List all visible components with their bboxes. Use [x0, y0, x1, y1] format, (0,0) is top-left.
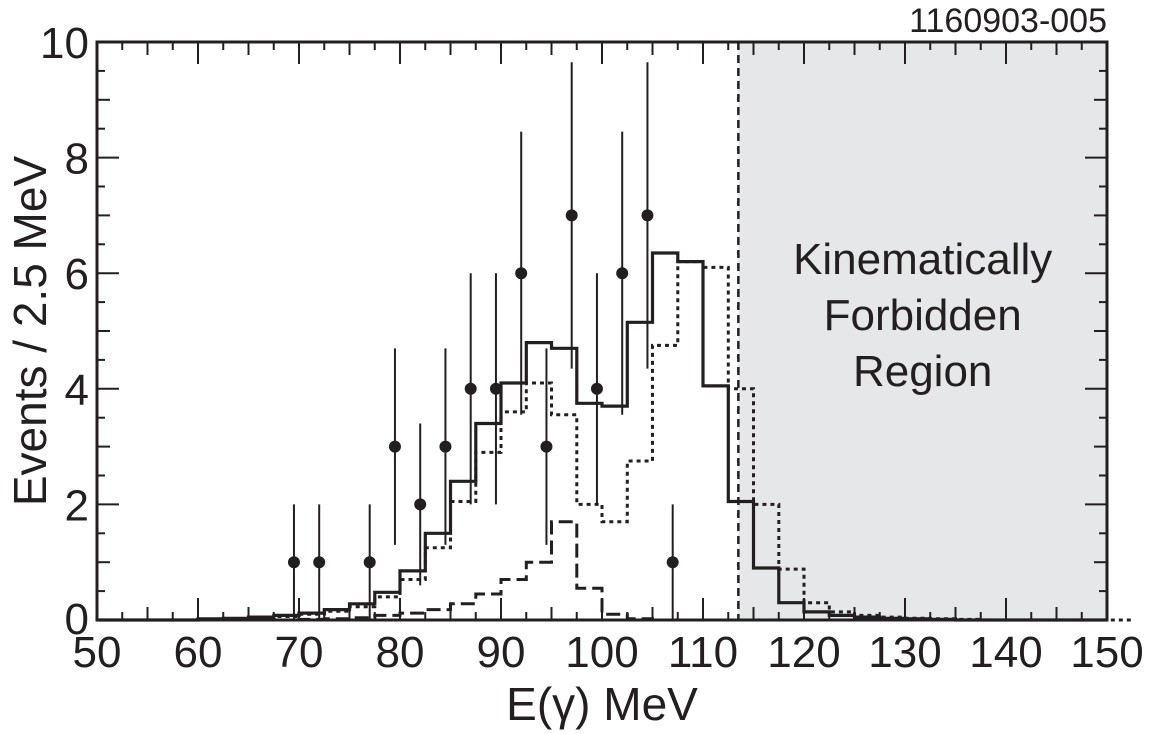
data-marker	[641, 209, 654, 222]
y-tick-label: 8	[65, 135, 89, 184]
data-marker	[388, 440, 401, 453]
data-marker	[363, 556, 376, 569]
data-points	[287, 62, 679, 620]
data-point	[439, 348, 452, 545]
x-tick-label: 120	[767, 628, 840, 677]
x-tick-labels: 50 60 70 80 90 100 110 120 130 140 150	[73, 628, 1144, 677]
x-tick-label: 80	[376, 628, 425, 677]
data-marker	[565, 209, 578, 222]
data-point	[313, 504, 326, 620]
data-point	[489, 273, 502, 505]
data-marker	[590, 382, 603, 395]
data-marker	[666, 556, 679, 569]
data-point	[540, 348, 553, 545]
data-point	[565, 62, 578, 369]
x-tick-label: 50	[73, 628, 122, 677]
data-marker	[439, 440, 452, 453]
data-point	[515, 131, 528, 415]
data-marker	[489, 382, 502, 395]
y-tick-label: 0	[65, 595, 89, 644]
x-tick-label: 110	[668, 628, 738, 677]
data-marker	[464, 382, 477, 395]
x-tick-label: 90	[477, 628, 526, 677]
x-tick-label: 100	[565, 628, 638, 677]
y-tick-label: 10	[40, 19, 89, 68]
y-tick-label: 6	[65, 250, 89, 299]
x-axis-title: E(γ) MeV	[506, 678, 698, 730]
forbidden-region-label-line: Forbidden	[824, 291, 1022, 340]
y-tick-label: 4	[65, 366, 89, 415]
figure-id: 1160903-005	[909, 2, 1107, 40]
kinematically-forbidden-region	[738, 42, 1107, 620]
forbidden-region-label: Kinematically Forbidden Region	[793, 235, 1052, 396]
x-tick-label: 70	[275, 628, 324, 677]
forbidden-region-label-line: Region	[853, 347, 992, 396]
data-point	[666, 504, 679, 620]
y-axis-title: Events / 2.5 MeV	[4, 156, 56, 507]
data-point	[363, 504, 376, 620]
data-marker	[616, 267, 629, 280]
axis-ticks	[96, 41, 1108, 621]
x-tick-label: 140	[969, 628, 1042, 677]
data-point	[590, 273, 603, 505]
data-point	[414, 423, 427, 586]
data-point	[388, 348, 401, 545]
x-tick-label: 60	[174, 628, 223, 677]
data-marker	[287, 556, 300, 569]
data-marker	[515, 267, 528, 280]
forbidden-region-label-line: Kinematically	[793, 235, 1052, 284]
x-tick-label: 130	[868, 628, 941, 677]
y-tick-label: 2	[65, 481, 89, 530]
y-tick-labels: 0 2 4 6 8 10	[40, 19, 89, 644]
data-marker	[540, 440, 553, 453]
data-point	[616, 131, 629, 415]
data-point	[641, 62, 654, 369]
data-marker	[313, 556, 326, 569]
x-tick-label: 150	[1070, 628, 1143, 677]
data-point	[464, 273, 477, 505]
data-marker	[414, 498, 427, 511]
data-point	[287, 504, 300, 620]
